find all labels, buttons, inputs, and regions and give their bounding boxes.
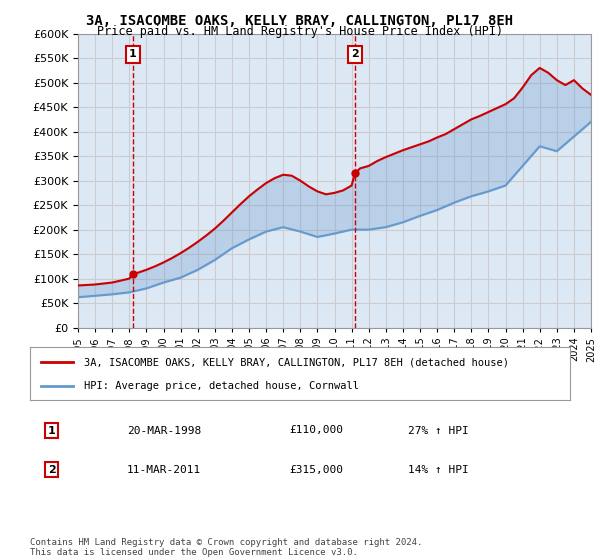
Text: Contains HM Land Registry data © Crown copyright and database right 2024.
This d: Contains HM Land Registry data © Crown c… (30, 538, 422, 557)
Text: 2: 2 (351, 49, 359, 59)
Text: 3A, ISACOMBE OAKS, KELLY BRAY, CALLINGTON, PL17 8EH: 3A, ISACOMBE OAKS, KELLY BRAY, CALLINGTO… (86, 14, 514, 28)
Text: 1: 1 (48, 426, 55, 436)
Text: 20-MAR-1998: 20-MAR-1998 (127, 426, 202, 436)
Text: £110,000: £110,000 (289, 426, 343, 436)
Text: 1: 1 (129, 49, 137, 59)
Text: £315,000: £315,000 (289, 465, 343, 475)
Text: 3A, ISACOMBE OAKS, KELLY BRAY, CALLINGTON, PL17 8EH (detached house): 3A, ISACOMBE OAKS, KELLY BRAY, CALLINGTO… (84, 357, 509, 367)
Text: 2: 2 (48, 465, 55, 475)
Text: 27% ↑ HPI: 27% ↑ HPI (408, 426, 469, 436)
Text: Price paid vs. HM Land Registry's House Price Index (HPI): Price paid vs. HM Land Registry's House … (97, 25, 503, 38)
Text: 11-MAR-2011: 11-MAR-2011 (127, 465, 202, 475)
Text: HPI: Average price, detached house, Cornwall: HPI: Average price, detached house, Corn… (84, 380, 359, 390)
Text: 14% ↑ HPI: 14% ↑ HPI (408, 465, 469, 475)
